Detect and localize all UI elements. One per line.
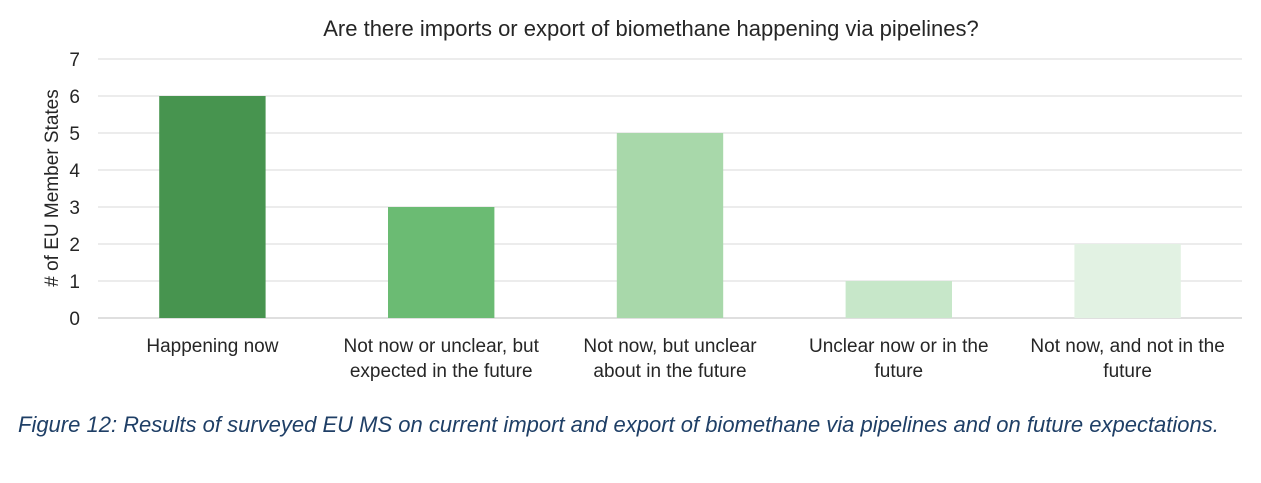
y-axis-label: # of EU Member States [42, 89, 63, 286]
y-tick-label: 5 [69, 124, 80, 145]
bar [159, 96, 266, 318]
x-tick-label: Happening now [146, 336, 278, 357]
bar [1074, 244, 1181, 318]
y-tick-label: 2 [69, 235, 80, 256]
x-tick-label: Unclear now or in the [809, 336, 989, 357]
chart-title: Are there imports or export of biomethan… [323, 16, 979, 41]
y-tick-label: 0 [69, 309, 80, 330]
x-tick-label: expected in the future [350, 361, 533, 382]
y-tick-label: 6 [69, 87, 80, 108]
figure-caption: Figure 12: Results of surveyed EU MS on … [18, 412, 1219, 437]
bar-chart: Are there imports or export of biomethan… [42, 16, 1242, 382]
bar [388, 207, 495, 318]
x-tick-label: future [875, 361, 924, 382]
x-axis-categories: Happening now Not now or unclear, but expe… [146, 336, 1224, 382]
x-tick-label: Not now, and not in the [1030, 336, 1224, 357]
y-tick-label: 4 [69, 161, 80, 182]
bars [159, 96, 1181, 318]
bar [616, 133, 724, 318]
x-tick-label: Not now or unclear, but [344, 336, 540, 357]
x-tick-label: future [1103, 361, 1152, 382]
x-tick-label: Not now, but unclear [583, 336, 757, 357]
x-tick-label: about in the future [593, 361, 746, 382]
y-tick-label: 1 [69, 272, 80, 293]
y-tick-label: 7 [69, 50, 80, 71]
bar [845, 281, 952, 318]
y-tick-label: 3 [69, 198, 80, 219]
y-axis-ticks: 0 1 2 3 4 5 6 7 [69, 50, 80, 330]
